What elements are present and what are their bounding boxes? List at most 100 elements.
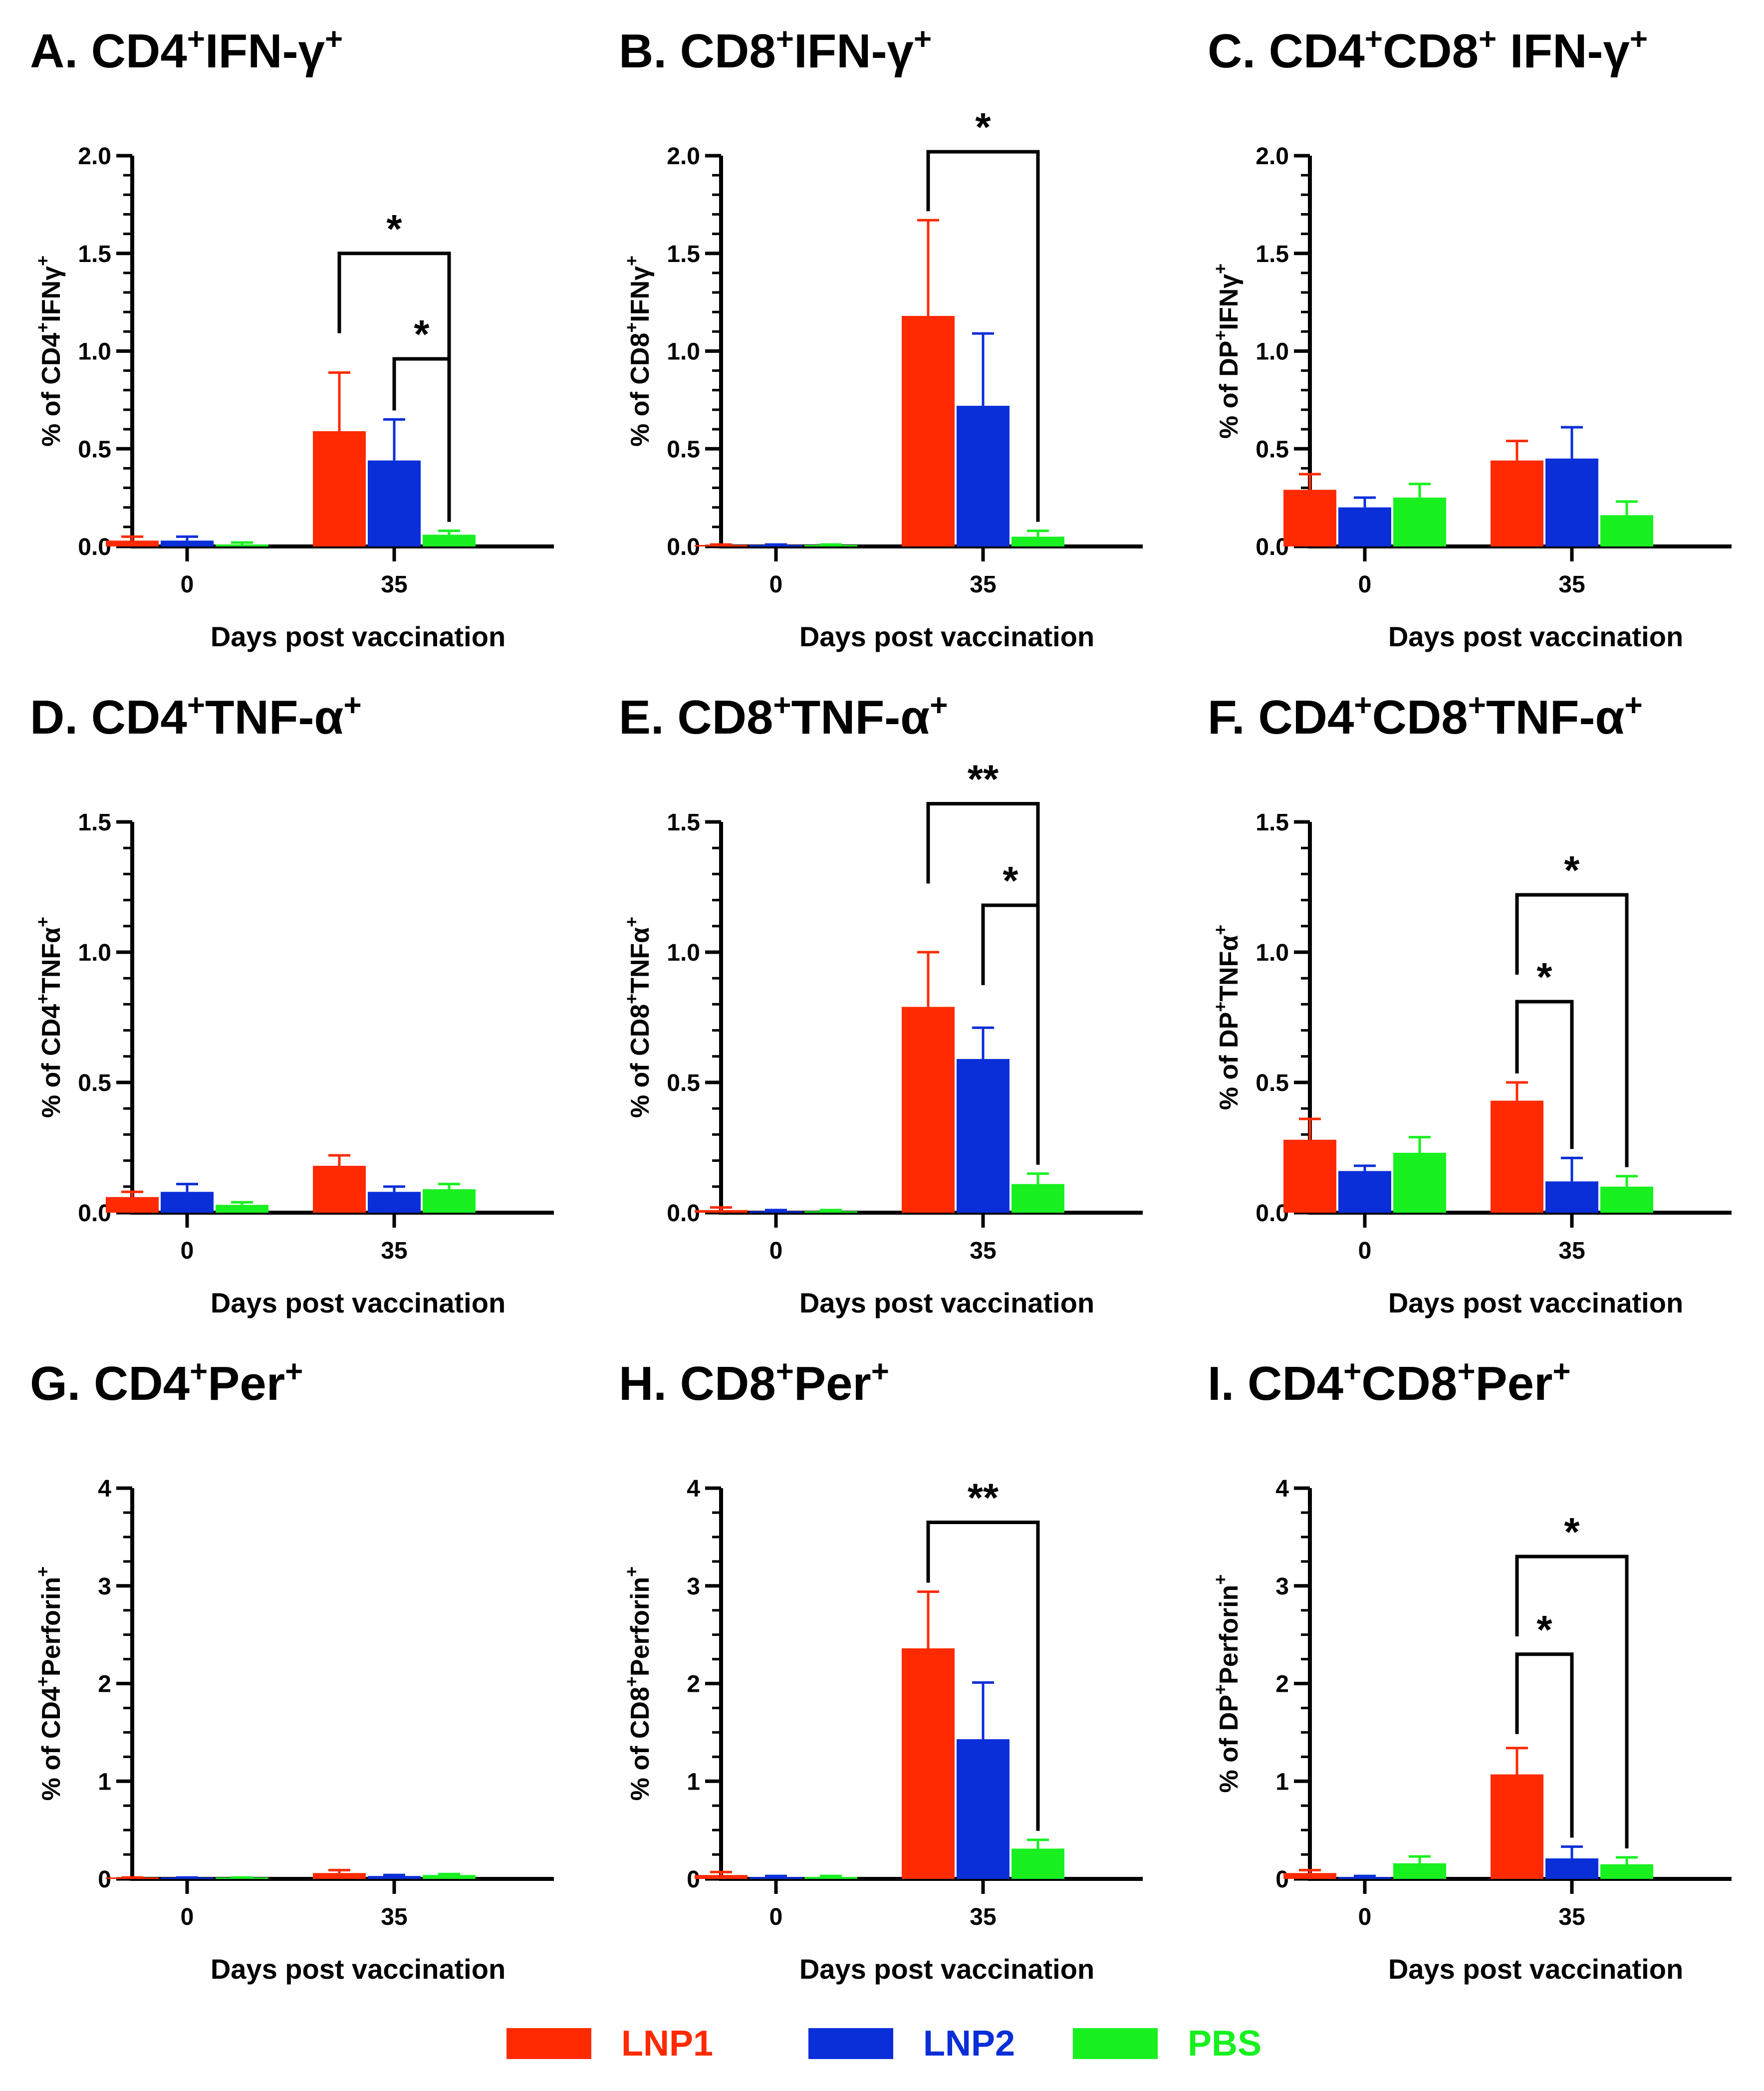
bar-pbs-day-35: [1011, 1184, 1064, 1213]
bar-lnp1-day-0: [1283, 1873, 1336, 1879]
x-tick-label: 0: [769, 1238, 783, 1264]
significance-label: *: [386, 207, 402, 251]
bar-pbs-day-35: [1600, 1864, 1653, 1879]
x-tick-label: 0: [1358, 571, 1372, 598]
bar-pbs-day-35: [423, 1875, 476, 1879]
y-tick-label: 2: [687, 1671, 700, 1698]
y-tick-label: 1.5: [667, 241, 700, 267]
significance-label: *: [1564, 848, 1580, 892]
significance-bracket: [1515, 893, 1629, 1167]
panel-title-f: F. CD4+CD8+TNF-α+: [1208, 688, 1643, 744]
panel-title-i: I. CD4+CD8+Per+: [1208, 1354, 1571, 1410]
y-tick-label: 0.5: [78, 1070, 111, 1096]
significance-bracket: [926, 150, 1040, 522]
y-tick-label: 1.0: [78, 940, 111, 966]
bar-lnp1-day-35: [1491, 460, 1543, 546]
bar-lnp1-day-0: [695, 1875, 748, 1879]
y-tick-label: 1: [687, 1769, 700, 1795]
panel-title-e: E. CD8+TNF-α+: [619, 688, 948, 744]
y-tick-label: 4: [687, 1476, 700, 1502]
bar-lnp2-day-35: [957, 406, 1009, 546]
x-tick-label: 0: [181, 571, 194, 598]
y-tick-label: 3: [687, 1573, 700, 1600]
significance-bracket: [926, 1521, 1040, 1831]
y-axis-label-c: % of DP+IFNγ+: [1210, 263, 1244, 439]
panel-i: I. CD4+CD8+Per+ 0 1 2 3 4 % of DP+Perforin+ 0 35…: [1178, 1332, 1764, 1996]
bar-lnp2-day-35: [368, 1876, 421, 1879]
significance-bracket: [1515, 1000, 1574, 1149]
y-tick-label: 1.5: [1256, 241, 1289, 267]
y-tick-label: 0.0: [1256, 1200, 1289, 1227]
y-tick-label: 1.0: [667, 940, 700, 966]
bar-pbs-day-35: [423, 534, 476, 546]
bar-lnp1-day-35: [902, 1007, 955, 1213]
bar-lnp1-day-35: [313, 1873, 366, 1879]
significance-bracket: [392, 357, 451, 522]
x-tick-label: 35: [970, 571, 996, 598]
y-tick-label: 0.5: [78, 436, 111, 463]
significance-bracket: [1515, 1555, 1629, 1848]
y-tick-label: 1.5: [667, 809, 700, 836]
bar-lnp1-day-0: [1283, 490, 1336, 546]
bar-pbs-day-0: [216, 1877, 268, 1879]
significance-label: **: [968, 1476, 999, 1520]
y-tick-label: 1.0: [667, 339, 700, 365]
bar-lnp1-day-0: [695, 545, 748, 546]
chart-b: B. CD8+IFN-γ+ 0.0 0.5 1.0 1.5 2.0 % of CD8+IFN…: [619, 22, 1143, 652]
y-tick-label: 1.0: [78, 339, 111, 365]
bar-lnp2-day-0: [1338, 1171, 1391, 1213]
legend-swatch-pbs: [1073, 2028, 1158, 2059]
y-axis-label-h: % of CD8+Perforin+: [621, 1567, 655, 1801]
x-tick-label: 35: [1558, 1904, 1585, 1930]
y-axis-label-a: % of CD4+IFNγ+: [32, 256, 66, 447]
x-tick-label: 35: [381, 571, 407, 598]
y-tick-label: 2.0: [667, 143, 700, 170]
legend-swatch-lnp2: [808, 2028, 893, 2059]
y-tick-label: 0.5: [1256, 436, 1289, 463]
y-tick-label: 0.0: [78, 534, 111, 560]
y-tick-label: 0.0: [667, 534, 700, 560]
panel-h: H. CD8+Per+ 0 1 2 3 4 % of CD8+Perforin+ 0 35 Day…: [589, 1332, 1177, 1996]
significance-label: *: [1536, 1607, 1552, 1652]
significance-label: *: [1564, 1510, 1580, 1554]
bar-lnp1-day-35: [902, 316, 955, 546]
x-tick-label: 0: [1358, 1904, 1372, 1930]
bar-lnp1-day-0: [695, 1210, 748, 1213]
bar-lnp2-day-35: [957, 1739, 1009, 1879]
x-axis-label-h: Days post vaccination: [799, 1953, 1094, 1985]
y-tick-label: 1.5: [1256, 809, 1289, 836]
bar-lnp2-day-0: [750, 1877, 802, 1879]
significance-label: *: [414, 312, 430, 356]
chart-d: D. CD4+TNF-α+ 0.0 0.5 1.0 1.5 % of CD4+TNFα+ 0…: [30, 688, 554, 1318]
bar-lnp2-day-35: [1545, 1181, 1598, 1213]
y-tick-label: 1.5: [78, 809, 111, 836]
bar-lnp1-day-35: [313, 1166, 366, 1213]
x-axis-label-i: Days post vaccination: [1388, 1953, 1683, 1985]
chart-e: E. CD8+TNF-α+ 0.0 0.5 1.0 1.5 % of CD8+TNFα+ 0…: [619, 688, 1143, 1318]
panel-title-a: A. CD4+IFN-γ+: [30, 22, 343, 78]
y-axis-label-d: % of CD4+TNFα+: [32, 917, 66, 1118]
legend-item-lnp2: LNP2: [808, 2016, 1015, 2071]
y-axis-label-b: % of CD8+IFNγ+: [621, 256, 655, 447]
y-tick-label: 3: [1275, 1573, 1289, 1600]
y-axis-label-e: % of CD8+TNFα+: [621, 917, 655, 1118]
x-axis-label-d: Days post vaccination: [211, 1287, 505, 1318]
x-tick-label: 35: [1558, 571, 1585, 598]
bar-lnp2-day-35: [1545, 1858, 1598, 1879]
bar-lnp2-day-0: [161, 1877, 214, 1879]
bar-lnp2-day-35: [957, 1059, 1009, 1213]
chart-h: H. CD8+Per+ 0 1 2 3 4 % of CD8+Perforin+ 0 35 Day…: [619, 1354, 1143, 1985]
panel-c: C. CD4+CD8+ IFN-γ+ 0.0 0.5 1.0 1.5 2.0 % of DP…: [1178, 0, 1764, 664]
bar-lnp1-day-0: [106, 1877, 159, 1879]
y-tick-label: 0.0: [78, 1200, 111, 1227]
significance-bracket: [1515, 1652, 1574, 1838]
bar-pbs-day-35: [1600, 1186, 1653, 1213]
y-axis-label-f: % of DP+TNFα+: [1210, 925, 1244, 1110]
bar-pbs-day-0: [804, 545, 857, 546]
y-axis-label-i: % of DP+Perforin+: [1210, 1574, 1244, 1793]
panel-b: B. CD8+IFN-γ+ 0.0 0.5 1.0 1.5 2.0 % of CD8+IFN…: [589, 0, 1177, 664]
chart-a: A. CD4+IFN-γ+ 0.0 0.5 1.0 1.5 2.0 % of CD4+IFN…: [30, 22, 554, 652]
x-axis-label-b: Days post vaccination: [799, 621, 1094, 652]
x-tick-label: 35: [381, 1238, 407, 1264]
bar-lnp2-day-0: [750, 545, 802, 546]
